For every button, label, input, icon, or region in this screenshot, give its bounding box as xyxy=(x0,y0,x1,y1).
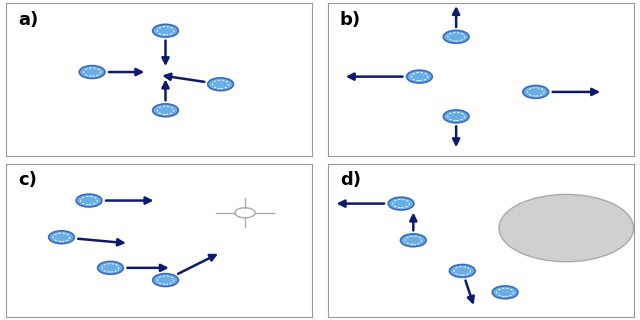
Text: c): c) xyxy=(19,172,38,189)
Ellipse shape xyxy=(49,231,74,244)
Ellipse shape xyxy=(153,274,179,286)
Ellipse shape xyxy=(449,265,475,277)
Ellipse shape xyxy=(388,197,414,210)
Ellipse shape xyxy=(523,85,548,98)
Ellipse shape xyxy=(76,194,102,207)
Ellipse shape xyxy=(97,261,124,274)
Text: b): b) xyxy=(340,11,361,29)
Text: a): a) xyxy=(19,11,39,29)
Ellipse shape xyxy=(153,104,179,117)
Ellipse shape xyxy=(492,286,518,299)
Ellipse shape xyxy=(444,30,469,43)
Ellipse shape xyxy=(499,195,634,262)
Ellipse shape xyxy=(208,78,234,91)
Ellipse shape xyxy=(153,24,179,37)
Ellipse shape xyxy=(444,110,469,123)
Ellipse shape xyxy=(79,66,105,78)
Text: d): d) xyxy=(340,172,361,189)
Ellipse shape xyxy=(401,234,426,247)
Ellipse shape xyxy=(406,70,432,83)
